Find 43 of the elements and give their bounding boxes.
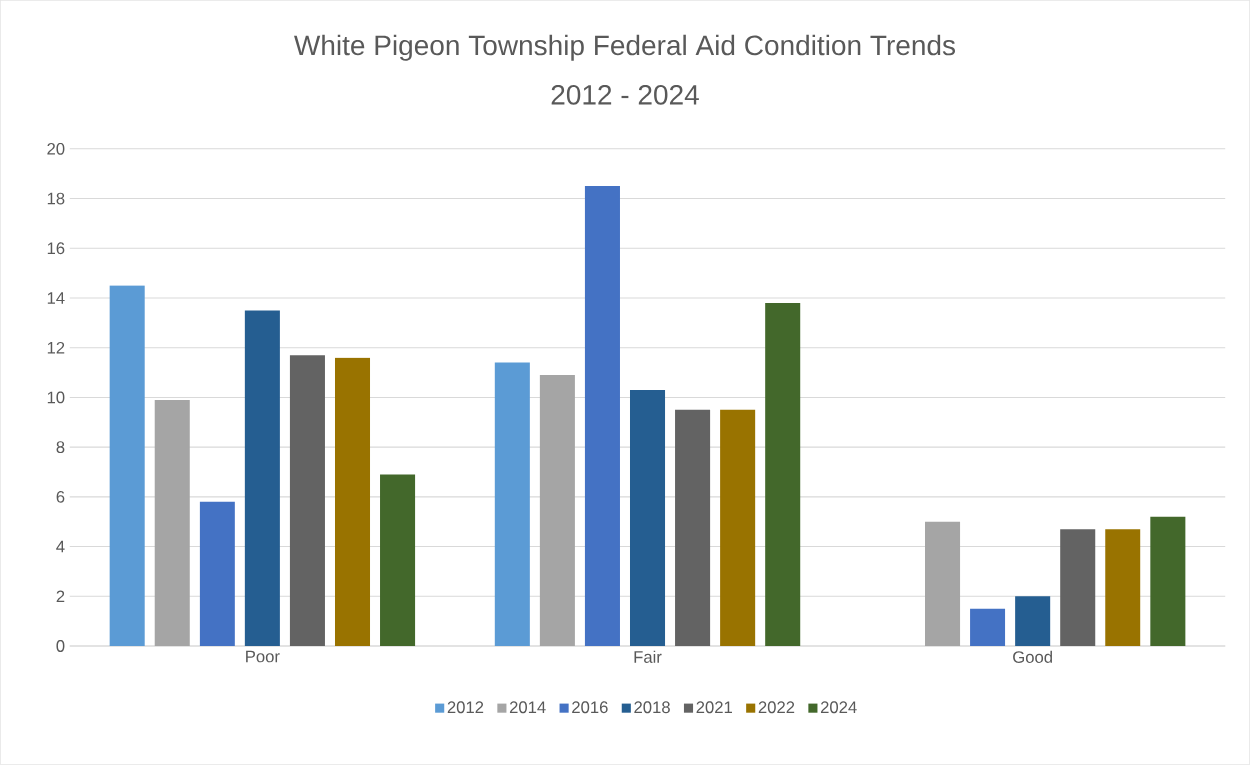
bar xyxy=(380,474,416,647)
legend-label: 2014 xyxy=(509,701,546,714)
y-tick-label: 20 xyxy=(47,143,65,155)
y-tick-label: 6 xyxy=(56,491,65,503)
y-tick-label: 0 xyxy=(56,640,65,652)
legend-label: 2021 xyxy=(696,701,732,714)
legend-label: 2024 xyxy=(820,701,857,714)
bar xyxy=(244,310,280,647)
x-tick-label: Fair xyxy=(634,650,662,664)
legend-label: 2022 xyxy=(758,701,795,714)
bar xyxy=(539,375,575,647)
bar xyxy=(494,362,530,647)
bar xyxy=(154,399,190,647)
bar xyxy=(334,357,371,647)
legend-label: 2012 xyxy=(447,701,484,714)
chart-title: White Pigeon Township Federal Aid Condition Trends xyxy=(294,34,956,61)
bar xyxy=(1060,529,1096,647)
bar xyxy=(925,521,961,647)
chart-subtitle: 2012 - 2024 xyxy=(551,84,699,105)
x-tick-label: Poor xyxy=(246,650,280,663)
y-tick-label: 16 xyxy=(47,242,65,255)
y-tick-label: 8 xyxy=(56,441,65,454)
bar xyxy=(199,501,235,647)
y-tick-label: 12 xyxy=(47,341,65,354)
bar xyxy=(1150,516,1186,647)
legend-label: 2018 xyxy=(634,701,670,714)
bar xyxy=(970,608,1006,647)
y-tick-label: 18 xyxy=(47,192,65,205)
y-tick-label: 14 xyxy=(47,292,65,304)
bar xyxy=(629,390,666,647)
y-tick-label: 10 xyxy=(47,391,65,404)
legend-label: 2016 xyxy=(572,701,608,714)
bar xyxy=(1105,529,1141,647)
y-tick-label: 2 xyxy=(56,590,65,603)
bar xyxy=(289,355,325,647)
bar xyxy=(584,186,620,647)
bar xyxy=(1015,596,1051,647)
bar xyxy=(675,409,711,647)
x-tick-label: Good xyxy=(1013,650,1052,664)
bar xyxy=(765,303,801,647)
y-tick-label: 4 xyxy=(56,540,65,553)
bar xyxy=(720,409,756,647)
bar xyxy=(109,285,145,647)
